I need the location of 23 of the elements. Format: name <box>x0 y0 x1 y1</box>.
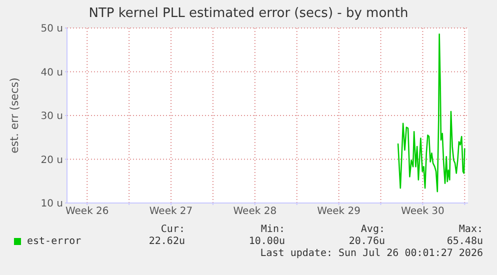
text: Last update: Sun Jul 26 00:01:27 2026 <box>260 248 483 259</box>
x-tick-label: Week 28 <box>233 206 277 218</box>
text: Avg: <box>360 224 385 235</box>
y-tick-label: 10 u <box>40 198 63 210</box>
x-tick-label: Week 27 <box>149 206 193 218</box>
y-axis-title: est. err (secs) <box>8 78 21 154</box>
text: 22.62u <box>148 236 185 247</box>
chart-title: NTP kernel PLL estimated error (secs) - by month <box>88 6 410 21</box>
y-tick-label: 20 u <box>40 154 63 166</box>
y-tick-label: 50 u <box>40 24 63 35</box>
line-series <box>397 33 466 192</box>
text: Max: <box>458 224 483 235</box>
text: 65.48u <box>446 236 483 247</box>
y-tick-label: 40 u <box>40 67 63 78</box>
text: 10.00u <box>248 236 285 247</box>
text: 20.76u <box>348 236 385 247</box>
text: Cur: <box>160 224 185 235</box>
legend-label: est-error <box>27 236 82 247</box>
x-tick-label: Week 29 <box>317 206 360 218</box>
text: Min: <box>260 224 285 235</box>
x-tick-label: Week 30 <box>401 206 444 218</box>
y-tick-label: 30 u <box>40 111 63 122</box>
x-tick-label: Week 26 <box>65 206 109 218</box>
